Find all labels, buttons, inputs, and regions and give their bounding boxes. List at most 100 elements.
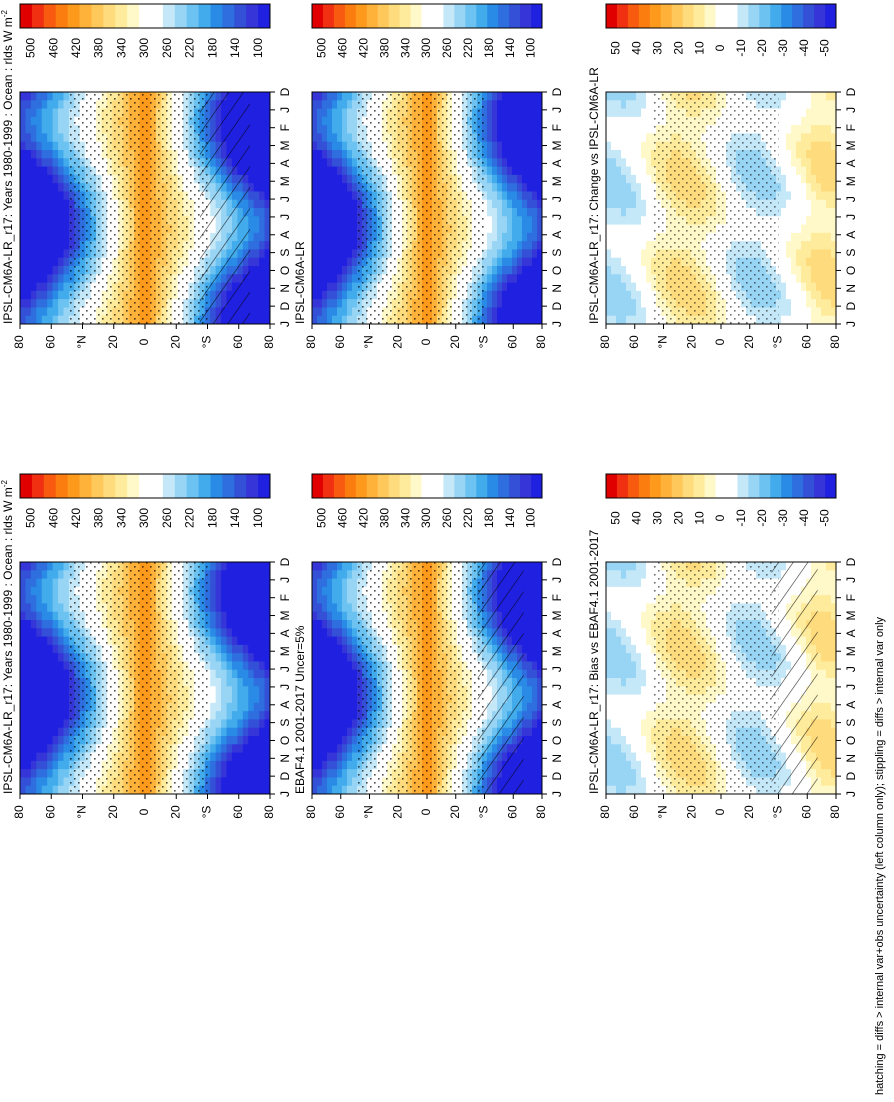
heat-cell — [801, 208, 807, 217]
heat-cell — [63, 232, 70, 242]
heat-cell — [47, 669, 54, 679]
heat-cell — [30, 307, 37, 317]
heat-cell — [502, 282, 508, 292]
heat-cell — [816, 266, 822, 275]
heat-cell — [482, 224, 488, 234]
heat-cell — [327, 141, 333, 151]
heat-cell — [322, 299, 328, 308]
heat-cell — [47, 736, 54, 745]
heat-cell — [52, 290, 59, 300]
heat-cell — [497, 150, 503, 159]
heat-cell — [322, 141, 328, 151]
heat-cell — [332, 174, 338, 184]
heat-cell — [52, 760, 59, 770]
heat-cell — [776, 224, 782, 234]
heat-cell — [487, 249, 493, 259]
heat-cell — [522, 232, 528, 242]
lat-tick-label: 80 — [262, 335, 276, 349]
heat-cell — [482, 133, 488, 143]
heat-cell — [52, 150, 59, 159]
heat-cell — [776, 315, 782, 325]
heat-cell — [20, 727, 26, 737]
heat-cell — [532, 158, 538, 168]
heat-cell — [253, 183, 260, 192]
heat-cell — [20, 274, 26, 284]
heat-cell — [786, 307, 792, 317]
heat-cell — [63, 711, 70, 720]
heat-cell — [507, 241, 513, 250]
heat-cell — [25, 678, 32, 687]
heat-cell — [63, 570, 70, 580]
heat-cell — [512, 257, 518, 267]
heat-cell — [636, 307, 642, 317]
heat-cell — [801, 315, 807, 325]
heat-cell — [36, 108, 43, 118]
heat-cell — [253, 166, 260, 176]
heat-cell — [322, 191, 328, 201]
heat-cell — [36, 719, 43, 729]
heat-cell — [58, 150, 64, 159]
heat-cell — [537, 100, 543, 110]
heat-cell — [517, 299, 523, 308]
heat-cell — [332, 158, 338, 168]
heat-cell — [52, 636, 59, 646]
heat-cell — [30, 669, 37, 679]
heat-cell — [58, 661, 64, 671]
heat-cell — [332, 216, 338, 226]
lat-tick-label: 60 — [231, 335, 245, 349]
month-tick-label: A — [844, 231, 858, 239]
heat-cell — [342, 174, 348, 184]
heat-cell — [507, 141, 513, 151]
heat-cell — [248, 290, 255, 300]
heat-cell — [507, 174, 513, 184]
heat-cell — [63, 116, 70, 126]
heat-cell — [646, 307, 652, 317]
heat-cell — [63, 769, 70, 778]
heat-cell — [63, 249, 70, 259]
heat-cell — [641, 183, 647, 192]
heat-cell — [337, 257, 343, 267]
heat-cell — [522, 241, 528, 250]
heat-cell — [641, 191, 647, 201]
heat-cell — [522, 158, 528, 168]
heat-cell — [248, 158, 255, 168]
heat-cell — [821, 241, 827, 250]
colorbar-swatch — [139, 4, 152, 28]
heat-cell — [30, 570, 37, 580]
heat-cell — [781, 166, 787, 176]
heat-cell — [47, 760, 54, 770]
heat-cell — [801, 100, 807, 110]
heat-cell — [20, 208, 26, 217]
heat-cell — [259, 315, 266, 325]
heat-cell — [641, 232, 647, 242]
colorbar-swatch — [792, 4, 804, 28]
heat-cell — [30, 562, 37, 571]
heat-cell — [342, 92, 348, 101]
heat-cell — [507, 299, 513, 308]
heat-cell — [821, 183, 827, 192]
heat-cell — [831, 150, 837, 159]
heat-cell — [30, 141, 37, 151]
heat-cell — [641, 216, 647, 226]
heat-cell — [626, 208, 632, 217]
heat-cell — [337, 241, 343, 250]
colorbar-label: 300 — [137, 38, 151, 58]
heat-cell — [352, 191, 358, 201]
heat-cell — [522, 125, 528, 134]
heat-cell — [616, 100, 622, 110]
heat-cell — [811, 224, 817, 234]
heat-cell — [507, 232, 513, 242]
heat-cell — [52, 727, 59, 737]
heat-cell — [30, 299, 37, 308]
heat-cell — [527, 257, 533, 267]
heat-cell — [52, 116, 59, 126]
heat-cell — [821, 274, 827, 284]
heat-cell — [816, 100, 822, 110]
heat-cell — [30, 595, 37, 604]
heat-cell — [264, 241, 271, 250]
heat-cell — [332, 141, 338, 151]
heat-cell — [322, 216, 328, 226]
colorbar-label: 300 — [419, 38, 433, 58]
heat-cell — [41, 216, 48, 226]
heat-cell — [532, 290, 538, 300]
